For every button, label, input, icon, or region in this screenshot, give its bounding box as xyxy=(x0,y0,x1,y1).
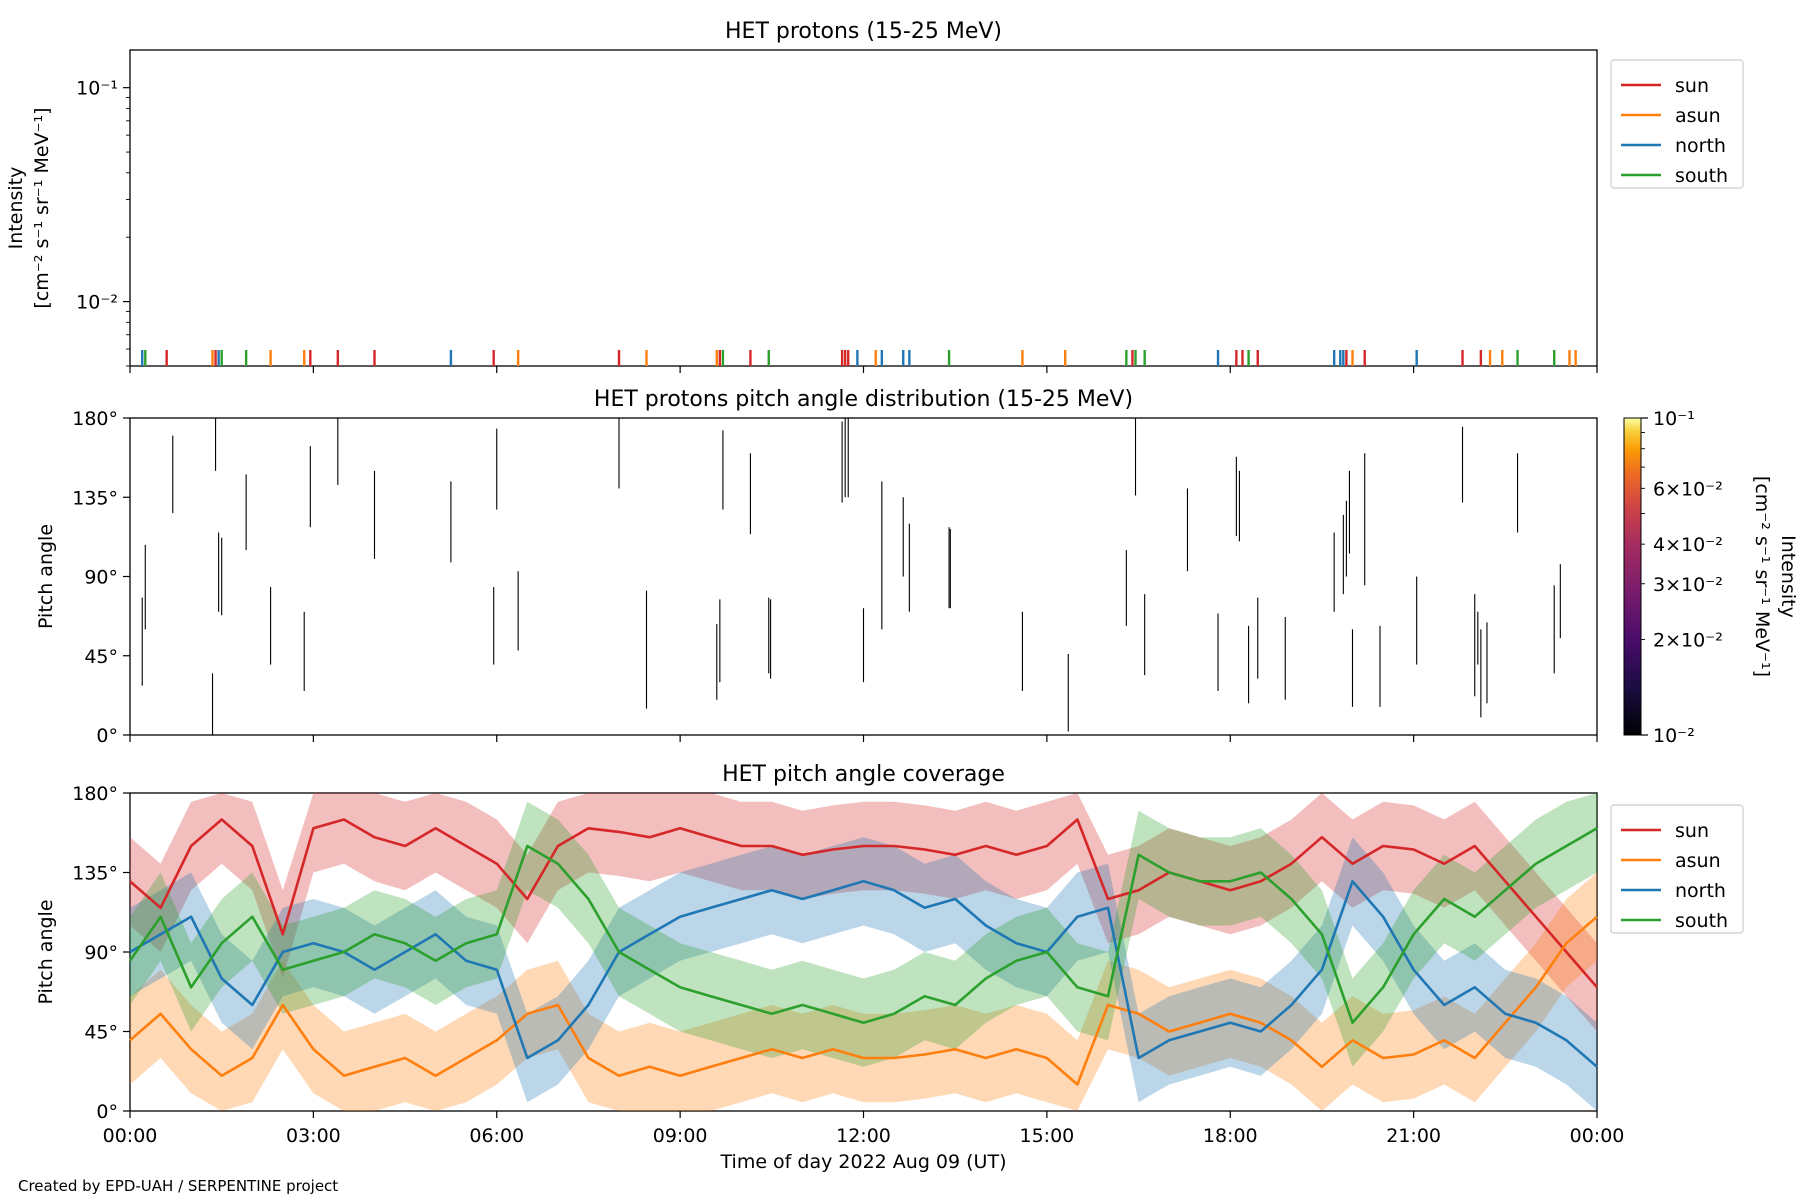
y-tick-label-3-4: 180° xyxy=(72,783,118,805)
x-tick-label-3: 09:00 xyxy=(653,1125,708,1147)
y-tick-label-2-2: 90° xyxy=(84,567,118,589)
legend-label-asun-1: asun xyxy=(1675,105,1721,127)
band-north xyxy=(130,837,1597,1111)
band-south xyxy=(130,793,1597,1067)
legend-label-north-1: north xyxy=(1675,135,1726,157)
x-tick-label-4: 12:00 xyxy=(836,1125,891,1147)
panel2-title: HET protons pitch angle distribution (15… xyxy=(594,387,1133,412)
band-asun xyxy=(130,872,1597,1111)
y-tick-label-3-3: 135° xyxy=(72,863,118,885)
legend-box-1 xyxy=(1610,59,1744,189)
line-south xyxy=(128,827,1598,1024)
legend-label-sun-1: sun xyxy=(1675,75,1709,97)
y-tick-label-3-0: 0° xyxy=(96,1101,118,1123)
y-tick-label-2-0: 0° xyxy=(96,725,118,747)
colorbar xyxy=(1623,417,1642,736)
credit-text: Created by EPD-UAH / SERPENTINE project xyxy=(18,1177,338,1195)
line-asun xyxy=(129,915,1598,1086)
x-tick-label-0: 00:00 xyxy=(103,1125,158,1147)
line-north xyxy=(129,880,1598,1068)
y-tick-label-3-2: 90° xyxy=(84,942,118,964)
colorbar-tick-label-3: 3×10⁻² xyxy=(1653,574,1723,596)
y-tick-label-2-1: 45° xyxy=(84,646,118,668)
panel3-title: HET pitch angle coverage xyxy=(722,762,1005,787)
colorbar-label-line2: [cm⁻² s⁻¹ sr⁻¹ MeV⁻¹] xyxy=(1751,476,1773,677)
axes-frame-2 xyxy=(129,417,1598,736)
legend-label-south-3: south xyxy=(1675,910,1728,932)
y-tick-label-3-1: 45° xyxy=(84,1022,118,1044)
band-sun xyxy=(130,793,1597,1032)
legend-label-sun-3: sun xyxy=(1675,820,1709,842)
legend-label-asun-3: asun xyxy=(1675,850,1721,872)
x-tick-label-5: 15:00 xyxy=(1019,1125,1074,1147)
line-sun xyxy=(129,818,1598,989)
y-tick-label-2-3: 135° xyxy=(72,487,118,509)
legend-label-south-1: south xyxy=(1675,165,1728,187)
colorbar-tick-label-0: 10⁻¹ xyxy=(1653,408,1695,430)
y-tick-label-2-4: 180° xyxy=(72,408,118,430)
x-tick-label-6: 18:00 xyxy=(1203,1125,1258,1147)
y-tick-label-1-0: 10⁻¹ xyxy=(76,78,118,100)
panel1-title: HET protons (15-25 MeV) xyxy=(725,19,1002,44)
panel3-ylabel: Pitch angle xyxy=(35,899,57,1004)
panel1-ylabel-line1: Intensity xyxy=(5,167,27,250)
axes-frame-1 xyxy=(129,49,1598,367)
panel2-ylabel: Pitch angle xyxy=(35,524,57,629)
colorbar-label-line1: Intensity xyxy=(1777,535,1799,618)
legend-box-3 xyxy=(1610,804,1744,934)
x-tick-label-1: 03:00 xyxy=(286,1125,341,1147)
x-tick-label-7: 21:00 xyxy=(1386,1125,1441,1147)
colorbar-tick-label-4: 2×10⁻² xyxy=(1653,630,1723,652)
colorbar-tick-label-2: 4×10⁻² xyxy=(1653,534,1723,556)
colorbar-tick-label-5: 10⁻² xyxy=(1653,725,1695,747)
x-tick-label-8: 00:00 xyxy=(1570,1125,1625,1147)
panel1-ylabel-line2: [cm⁻² s⁻¹ sr⁻¹ MeV⁻¹] xyxy=(31,107,53,308)
y-tick-label-1-1: 10⁻² xyxy=(76,292,118,314)
x-axis-label: Time of day 2022 Aug 09 (UT) xyxy=(720,1151,1007,1173)
x-tick-label-2: 06:00 xyxy=(469,1125,524,1147)
colorbar-tick-label-1: 6×10⁻² xyxy=(1653,478,1723,500)
legend-label-north-3: north xyxy=(1675,880,1726,902)
